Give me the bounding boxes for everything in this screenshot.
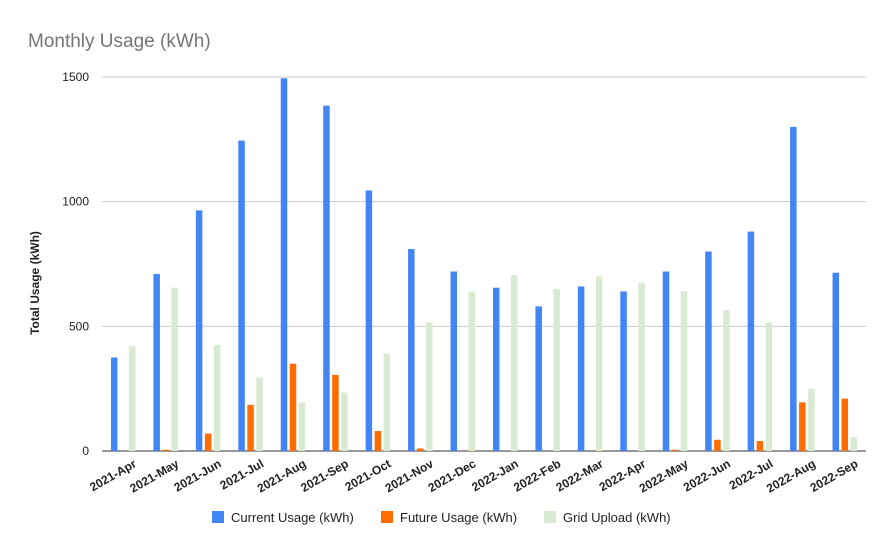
bar-current-2021-May [153,273,160,451]
bar-current-2022-Mar [577,286,585,451]
bar-grid-2021-Jul [256,377,263,451]
bar-future-2022-Sep [841,398,849,451]
bar-current-2022-May [662,271,670,451]
x-tick-label: 2021-May [127,456,181,495]
bar-grid-2022-Jun [723,310,730,451]
x-tick-label: 2021-Aug [255,456,309,495]
x-tick-label: 2022-Jan [469,456,520,494]
x-tick-label: 2022-Feb [511,456,563,494]
legend-label: Current Usage (kWh) [231,510,354,525]
bar-future-2021-May [162,449,169,451]
bar-future-2022-Jun [714,439,721,451]
bar-current-2022-Apr [620,291,627,451]
bar-future-2021-Sep [332,374,339,451]
legend-label: Future Usage (kWh) [400,510,517,525]
bar-current-2021-Dec [450,271,458,451]
bar-grid-2021-Apr [128,346,136,451]
bar-grid-2021-Sep [341,392,348,451]
bar-current-2022-Feb [535,306,542,451]
bar-future-2022-Aug [799,402,806,451]
x-tick-label: 2022-Aug [764,456,818,495]
bar-current-2021-Nov [408,249,415,451]
bar-current-2021-Oct [365,190,373,451]
bar-grid-2022-Mar [595,276,603,451]
bar-future-2022-May [671,449,679,451]
bars [110,78,858,452]
bar-grid-2021-Oct [383,353,391,451]
x-tick-labels: 2021-Apr2021-May2021-Jun2021-Jul2021-Aug… [87,456,860,495]
bar-current-2022-Jul [747,231,755,451]
legend-swatch-2 [544,511,556,523]
y-tick-label: 1000 [62,195,89,209]
bar-current-2021-Aug [280,78,288,451]
bar-grid-2022-Sep [850,437,858,451]
x-tick-label: 2021-Sep [298,456,351,494]
bar-grid-2021-Aug [298,402,306,451]
bar-grid-2022-Aug [808,388,815,451]
x-tick-label: 2022-Sep [808,456,861,494]
y-tick-label: 1500 [62,70,89,84]
legend-swatch-0 [212,511,224,523]
x-tick-label: 2021-Nov [383,456,436,495]
bar-future-2021-Oct [374,431,382,451]
bar-grid-2022-Jan [510,275,518,451]
bar-future-2021-Nov [417,448,424,451]
bar-future-2021-Aug [289,363,297,451]
y-axis-label: Total Usage (kWh) [28,231,42,335]
bar-grid-2021-May [171,287,178,451]
bar-current-2022-Jan [492,287,500,451]
x-tick-label: 2022-Mar [554,456,606,494]
bar-current-2022-Aug [790,126,797,452]
bar-current-2021-Jun [195,210,203,451]
bar-grid-2021-Jun [213,345,221,451]
y-tick-label: 0 [82,444,89,458]
x-tick-label: 2022-May [637,456,691,495]
bar-grid-2021-Dec [468,291,476,451]
bar-future-2022-Jul [756,441,764,451]
bar-current-2021-Apr [110,357,118,451]
x-tick-label: 2021-Dec [426,456,479,495]
legend-swatch-1 [381,511,393,523]
bar-future-2021-Jul [247,404,254,451]
bar-current-2022-Sep [832,272,840,451]
bar-current-2021-Sep [323,105,330,452]
bar-grid-2021-Nov [426,322,433,451]
x-tick-label: 2022-Jun [681,456,733,494]
chart-title: Monthly Usage (kWh) [28,31,211,52]
bar-grid-2022-Apr [638,282,645,451]
gridlines: 0 500 1000 1500 [62,70,866,458]
y-tick-label: 500 [69,319,89,333]
bar-current-2021-Jul [238,140,245,451]
legend: Current Usage (kWh) Future Usage (kWh) Gri… [212,510,671,525]
bar-grid-2022-Feb [553,288,560,451]
bar-future-2021-Jun [204,433,212,451]
bar-grid-2022-Jul [765,322,773,451]
legend-label: Grid Upload (kWh) [563,510,671,525]
bar-grid-2022-May [680,291,688,451]
bar-current-2022-Jun [705,251,712,451]
x-tick-label: 2021-Jun [172,456,224,494]
